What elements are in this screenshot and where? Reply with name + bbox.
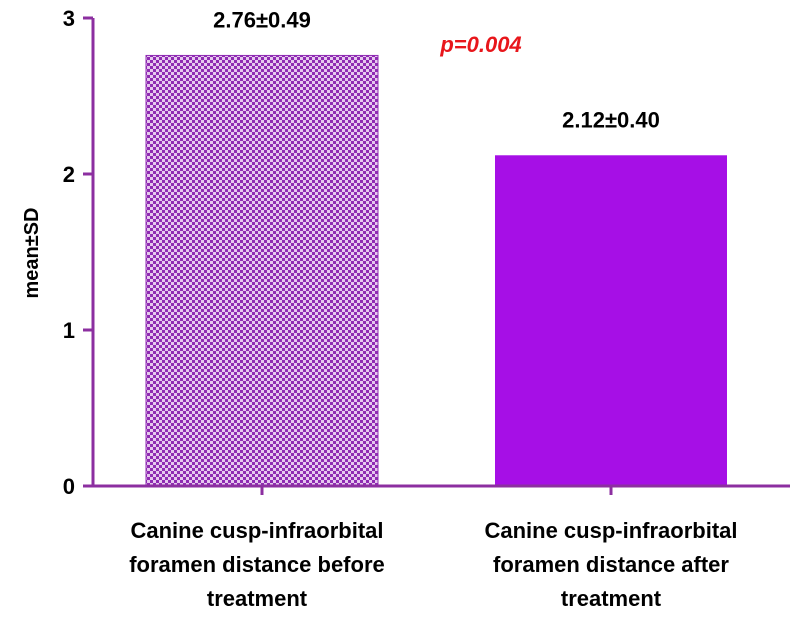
bar-after-treatment [495,155,727,486]
data-label: 2.76±0.49 [213,7,311,32]
category-label-line: treatment [561,586,662,611]
data-labels-group: 2.76±0.49 2.12±0.40 [213,7,660,132]
y-tick-label: 2 [63,162,75,187]
p-value-annotation: p=0.004 [439,32,521,57]
y-axis-label: mean±SD [21,207,43,298]
category-label-line: Canine cusp-infraorbital [130,518,383,543]
x-category-label: Canine cusp-infraorbital foramen distance… [484,518,737,611]
category-label-line: Canine cusp-infraorbital [484,518,737,543]
y-ticks-group: 0 1 2 3 [63,6,93,499]
y-tick-label: 3 [63,6,75,31]
category-label-line: treatment [207,586,308,611]
bar-before-treatment [145,54,379,487]
data-label: 2.12±0.40 [562,107,660,132]
x-ticks-group [260,486,613,495]
y-tick-label: 1 [63,318,75,343]
category-labels-group: Canine cusp-infraorbital foramen distance… [129,518,737,611]
x-category-label: Canine cusp-infraorbital foramen distance… [129,518,385,611]
category-label-line: foramen distance after [493,552,729,577]
bars-group [145,54,727,487]
y-tick-label: 0 [63,474,75,499]
category-label-line: foramen distance before [129,552,385,577]
